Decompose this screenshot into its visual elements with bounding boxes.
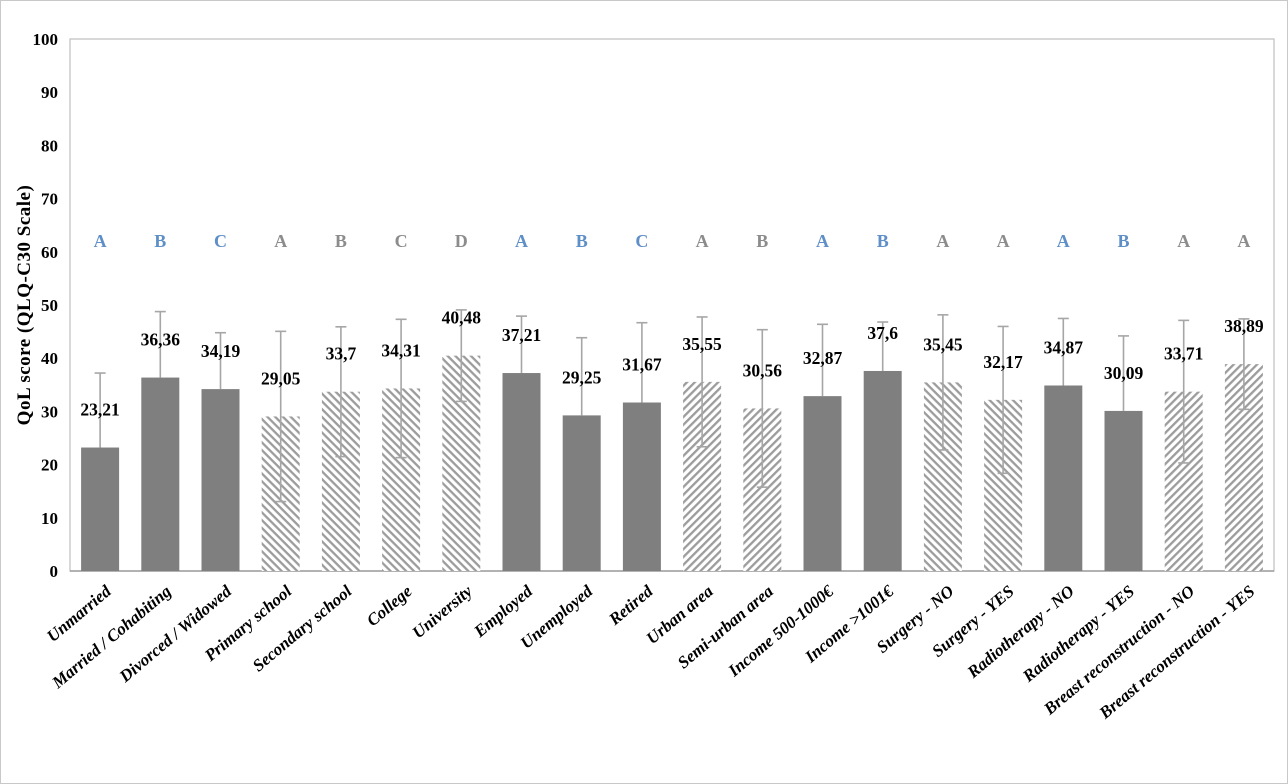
significance-letter: A [696,231,709,251]
x-axis-label: Retired [604,581,656,629]
significance-letter: A [997,231,1010,251]
value-label: 29,05 [261,368,301,388]
significance-letter: A [94,231,107,251]
significance-letter: B [335,231,347,251]
significance-letter: A [274,231,287,251]
significance-letter: B [576,231,588,251]
value-label: 35,45 [923,334,963,354]
significance-letter: C [214,231,227,251]
plot-border [69,38,1275,572]
bar [1044,385,1083,571]
x-axis-label: University [409,581,477,642]
value-label: 30,09 [1104,363,1144,383]
significance-letter: A [936,231,949,251]
significance-letter: C [395,231,408,251]
y-axis-tick-label: 90 [41,83,58,102]
value-label: 37,21 [502,325,541,345]
y-axis-tick-label: 70 [41,190,58,209]
significance-letter: B [1117,231,1129,251]
bar [81,447,120,571]
y-axis-tick-label: 20 [41,456,58,475]
significance-letter: C [635,231,648,251]
y-axis-title: QoL score (QLQ-C30 Scale) [14,184,35,426]
y-axis-tick-label: 40 [41,349,58,368]
y-axis-tick-label: 50 [41,296,58,315]
value-label: 34,19 [201,341,241,361]
value-label: 34,31 [381,340,420,360]
bar [1104,410,1143,571]
x-axis-label: Divorced / Widowed [115,581,235,686]
significance-letter: A [515,231,528,251]
value-label: 36,36 [141,330,181,350]
y-axis-tick-label: 80 [41,136,58,155]
significance-letter: A [816,231,829,251]
value-label: 30,56 [743,360,783,380]
significance-letter: D [455,231,468,251]
value-label: 23,21 [80,400,119,420]
value-label: 40,48 [442,308,482,328]
y-axis-tick-label: 60 [41,243,58,262]
significance-letter: A [1177,231,1190,251]
bar [141,377,180,571]
y-axis-tick-label: 10 [41,509,58,528]
value-label: 33,71 [1164,344,1203,364]
significance-letter: A [1057,231,1070,251]
value-label: 34,87 [1044,337,1084,357]
x-axis-label: Income 500-1000€ [724,581,838,681]
significance-letter: B [877,231,889,251]
value-label: 32,17 [983,352,1023,372]
x-axis-label: Radiotherapy - NO [963,582,1078,683]
significance-letter: B [756,231,768,251]
x-axis-label: Radiotherapy - YES [1018,582,1138,687]
significance-letter: A [1237,231,1250,251]
y-axis-tick-label: 100 [33,30,59,49]
value-label: 33,7 [326,344,357,364]
bar [803,396,842,571]
value-label: 31,67 [622,355,662,375]
bar [562,415,601,571]
x-axis-label: College [363,581,416,630]
value-label: 38,89 [1224,316,1264,336]
bar [502,373,541,571]
significance-letter: B [154,231,166,251]
x-axis-label: Secondary school [249,581,356,675]
bar [863,370,902,571]
value-label: 32,87 [803,348,843,368]
value-label: 37,6 [867,323,898,343]
value-label: 29,25 [562,367,602,387]
y-axis-tick-label: 30 [41,402,58,421]
bar [201,389,240,571]
y-axis-tick-label: 0 [50,562,59,581]
bar [622,402,661,571]
value-label: 35,55 [682,334,722,354]
